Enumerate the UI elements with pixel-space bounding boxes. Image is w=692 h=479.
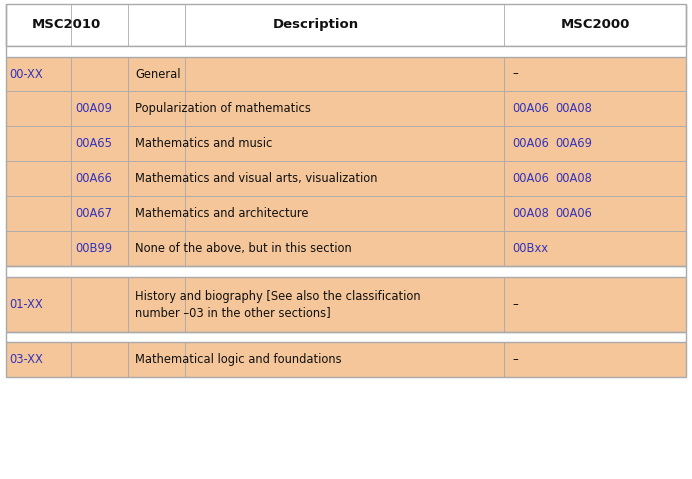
Text: 00-XX: 00-XX [10,68,44,80]
Bar [185,57,504,91]
Text: 00Bxx: 00Bxx [512,242,548,255]
Text: Popularization of mathematics: Popularization of mathematics [135,103,311,115]
Bar [6,332,686,342]
Bar [6,161,71,196]
Bar [128,277,185,332]
Bar [128,126,185,161]
Bar [71,231,128,266]
Bar [185,91,504,126]
Bar [185,196,504,231]
Bar [71,342,128,377]
Text: History and biography [See also the classification: History and biography [See also the clas… [135,290,421,303]
Text: 00A06: 00A06 [512,103,549,115]
Bar [6,342,71,377]
Text: 00A66: 00A66 [75,172,112,185]
Bar [71,126,128,161]
Text: 00A06: 00A06 [556,207,592,220]
Text: None of the above, but in this section: None of the above, but in this section [135,242,352,255]
Text: 00A08: 00A08 [556,103,592,115]
Bar [71,196,128,231]
Text: MSC2010: MSC2010 [32,18,102,32]
Bar [71,277,128,332]
Bar [6,91,71,126]
Bar [185,126,504,161]
Text: Mathematics and architecture: Mathematics and architecture [135,207,309,220]
Bar [185,161,504,196]
Text: Mathematics and visual arts, visualization: Mathematics and visual arts, visualizati… [135,172,377,185]
Text: 00A06: 00A06 [512,172,549,185]
Text: 00A69: 00A69 [556,137,592,150]
Text: 00A67: 00A67 [75,207,112,220]
Text: –: – [512,298,518,311]
Bar [128,161,185,196]
Bar [504,91,686,126]
Text: 00A08: 00A08 [556,172,592,185]
Text: –: – [512,68,518,80]
Bar [6,46,686,57]
Text: Description: Description [273,18,359,32]
Bar [504,126,686,161]
Bar [71,161,128,196]
Bar [6,126,71,161]
Text: 00A09: 00A09 [75,103,112,115]
Bar [6,277,71,332]
Bar [128,342,185,377]
Bar [128,231,185,266]
Bar [6,57,71,91]
Text: Mathematics and music: Mathematics and music [135,137,273,150]
Bar [128,196,185,231]
Text: –: – [512,354,518,366]
Bar [6,266,686,277]
Bar [504,57,686,91]
Text: MSC2000: MSC2000 [561,18,630,32]
Bar [71,91,128,126]
Bar [504,196,686,231]
Bar [6,4,686,46]
Text: Mathematical logic and foundations: Mathematical logic and foundations [135,354,342,366]
Text: 00B99: 00B99 [75,242,112,255]
Text: 01-XX: 01-XX [10,298,44,311]
Text: 03-XX: 03-XX [10,354,44,366]
Bar [504,342,686,377]
Bar [128,91,185,126]
Bar [185,231,504,266]
Text: 00A65: 00A65 [75,137,112,150]
Text: number –03 in the other sections]: number –03 in the other sections] [135,306,331,319]
Bar [6,231,71,266]
Bar [504,231,686,266]
Text: General: General [135,68,181,80]
Bar [504,161,686,196]
Bar [185,342,504,377]
Text: 00A06: 00A06 [512,137,549,150]
Bar [128,57,185,91]
Bar [185,277,504,332]
Bar [504,277,686,332]
Bar [6,196,71,231]
Bar [71,57,128,91]
Text: 00A08: 00A08 [512,207,549,220]
